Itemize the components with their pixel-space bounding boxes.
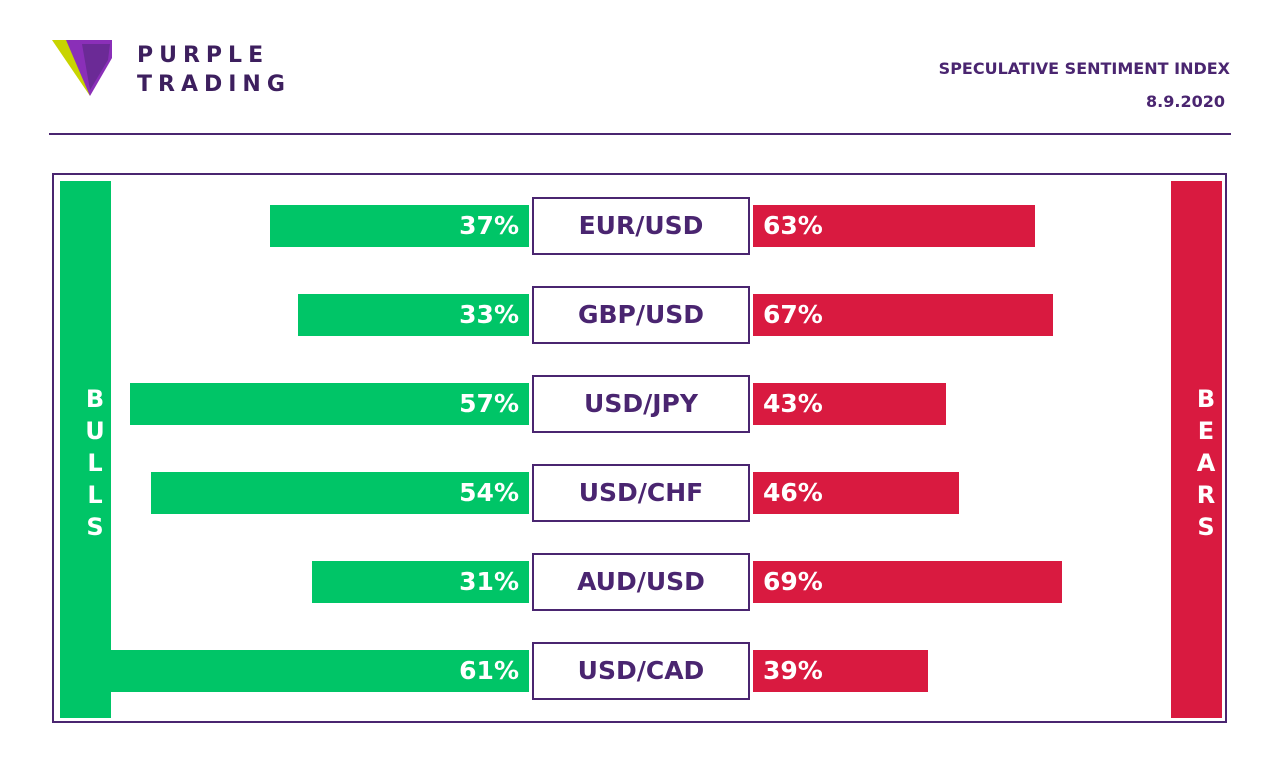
bull-bar-usd-cad (102, 650, 529, 692)
bear-bar-gbp-usd (753, 294, 1054, 336)
header-divider (49, 133, 1231, 135)
bulls-label: BULLS (81, 385, 109, 545)
bull-bar-gbp-usd (298, 294, 529, 336)
pair-label-usd-chf: USD/CHF (532, 464, 750, 522)
bull-percent-usd-chf: 54% (459, 478, 519, 507)
index-date: 8.9.2020 (1146, 92, 1225, 111)
bear-bar-aud-usd (753, 561, 1063, 603)
pair-label-eur-usd: EUR/USD (532, 197, 750, 255)
bull-percent-aud-usd: 31% (459, 567, 519, 596)
brand-line-1: PURPLE (137, 43, 270, 68)
bear-percent-usd-cad: 39% (763, 656, 823, 685)
bull-bar-eur-usd (270, 205, 529, 247)
bear-bar-usd-jpy (753, 383, 946, 425)
purple-trading-logo (52, 40, 112, 96)
bear-percent-usd-chf: 46% (763, 478, 823, 507)
brand-line-2: TRADING (137, 72, 291, 97)
bull-bar-aud-usd (312, 561, 529, 603)
bull-bar-usd-jpy (130, 383, 529, 425)
bull-percent-usd-jpy: 57% (459, 389, 519, 418)
bear-percent-usd-jpy: 43% (763, 389, 823, 418)
pair-label-usd-jpy: USD/JPY (532, 375, 750, 433)
bull-bar-usd-chf (151, 472, 529, 514)
bears-label: BEARS (1192, 385, 1220, 545)
bull-percent-gbp-usd: 33% (459, 300, 519, 329)
bear-percent-eur-usd: 63% (763, 211, 823, 240)
pair-label-usd-cad: USD/CAD (532, 642, 750, 700)
brand-name: PURPLE TRADING (137, 41, 291, 99)
pair-label-gbp-usd: GBP/USD (532, 286, 750, 344)
bears-side-bar: BEARS (1171, 181, 1222, 718)
bear-bar-usd-cad (753, 650, 928, 692)
bear-percent-gbp-usd: 67% (763, 300, 823, 329)
bull-percent-usd-cad: 61% (459, 656, 519, 685)
bear-bar-usd-chf (753, 472, 960, 514)
bulls-side-bar: BULLS (60, 181, 111, 718)
pair-label-aud-usd: AUD/USD (532, 553, 750, 611)
index-title: SPECULATIVE SENTIMENT INDEX (938, 59, 1230, 78)
chart-frame (52, 173, 1227, 723)
bear-bar-eur-usd (753, 205, 1036, 247)
bear-percent-aud-usd: 69% (763, 567, 823, 596)
bull-percent-eur-usd: 37% (459, 211, 519, 240)
